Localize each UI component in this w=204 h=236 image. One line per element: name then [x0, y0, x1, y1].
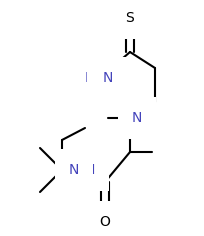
Text: H: H	[94, 73, 105, 87]
Text: O: O	[99, 215, 110, 229]
Text: H: H	[84, 71, 94, 85]
Text: N: N	[68, 163, 79, 177]
Text: N: N	[102, 71, 113, 85]
Text: 2: 2	[96, 78, 103, 88]
Text: H: H	[85, 163, 95, 177]
Text: S: S	[125, 11, 134, 25]
Text: N: N	[131, 111, 142, 125]
